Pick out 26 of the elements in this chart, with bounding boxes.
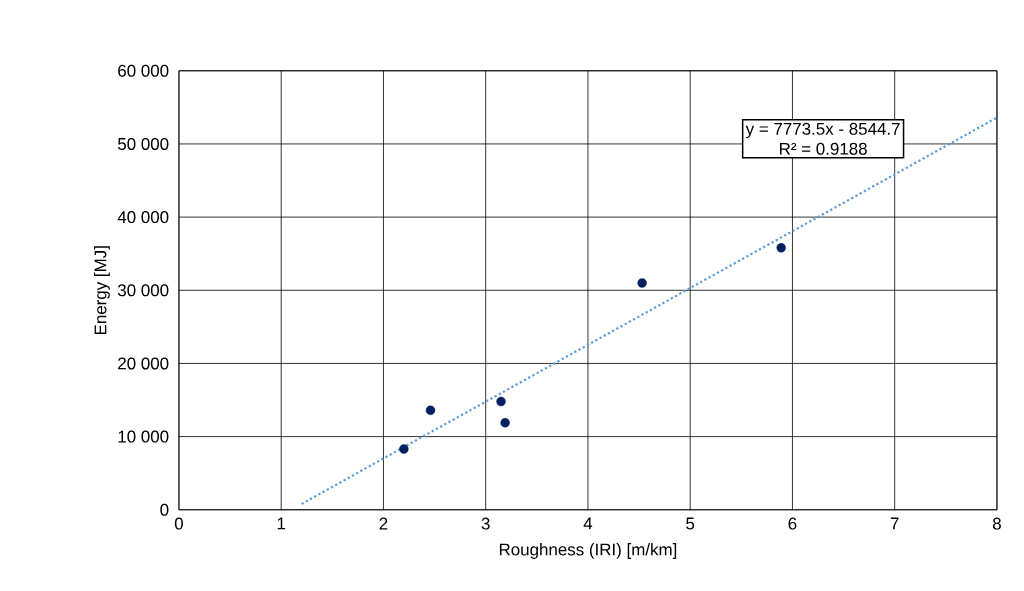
- x-tick-label: 0: [174, 517, 183, 530]
- x-tick-label: 2: [379, 517, 388, 530]
- y-tick-label: 60 000: [118, 64, 169, 77]
- y-tick-label: 0: [160, 503, 169, 516]
- annotation: R² = 0.9188: [780, 142, 867, 155]
- point: [500, 418, 510, 428]
- point: [496, 396, 506, 407]
- y-tick-label: 20 000: [118, 357, 169, 370]
- point: [425, 405, 436, 415]
- x-tick-label: 6: [788, 517, 797, 530]
- x-tick-label: 5: [686, 517, 695, 530]
- y-tick-label: 10 000: [118, 430, 169, 443]
- x-tick-label: 4: [583, 517, 593, 530]
- y-axis-title: Energy [MJ]: [94, 246, 110, 335]
- point: [637, 278, 647, 288]
- y-tick-label: 50 000: [117, 137, 169, 150]
- x-tick-label: 7: [890, 517, 899, 530]
- x-tick-label: 8: [992, 517, 1001, 530]
- x-axis-title: Roughness (IRI) [m/km]: [499, 543, 677, 559]
- y-tick-label: 30 000: [117, 284, 169, 297]
- point: [399, 444, 409, 454]
- x-tick-label: 1: [277, 517, 286, 530]
- annotation: y = 7773.5x - 8544.7: [745, 122, 900, 139]
- point: [776, 243, 786, 253]
- y-tick-label: 40 000: [117, 211, 169, 224]
- x-tick-label: 3: [481, 517, 490, 530]
